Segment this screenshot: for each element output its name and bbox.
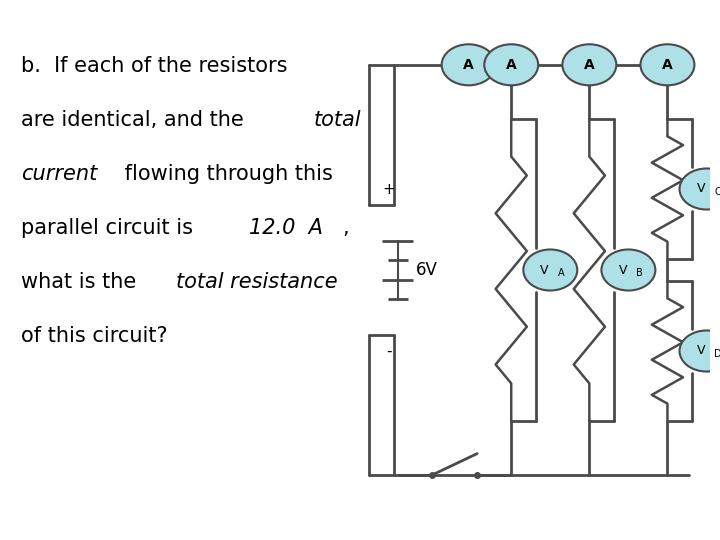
Text: total resistance: total resistance	[176, 272, 338, 292]
Circle shape	[485, 44, 539, 85]
Text: what is the: what is the	[22, 272, 143, 292]
Circle shape	[562, 44, 616, 85]
Text: parallel circuit is: parallel circuit is	[22, 218, 200, 238]
Text: total: total	[313, 110, 361, 130]
Text: A: A	[584, 58, 595, 72]
Text: of this circuit?: of this circuit?	[22, 326, 168, 346]
Text: D: D	[714, 349, 720, 359]
Text: A: A	[558, 268, 565, 278]
Text: V: V	[618, 264, 627, 276]
Text: B: B	[636, 268, 643, 278]
Text: b.  If each of the resistors: b. If each of the resistors	[22, 56, 288, 76]
Text: 6V: 6V	[415, 261, 437, 279]
Text: are identical, and the: are identical, and the	[22, 110, 251, 130]
Circle shape	[601, 249, 655, 291]
Circle shape	[641, 44, 694, 85]
Text: V: V	[696, 345, 705, 357]
Text: flowing through this: flowing through this	[118, 164, 333, 184]
Text: +: +	[383, 181, 395, 197]
Text: -: -	[387, 343, 392, 359]
Circle shape	[523, 249, 577, 291]
Text: A: A	[662, 58, 672, 72]
Text: ,: ,	[343, 218, 349, 238]
Text: V: V	[540, 264, 549, 276]
Text: A: A	[506, 58, 517, 72]
Text: current: current	[22, 164, 97, 184]
Text: V: V	[696, 183, 705, 195]
Text: A: A	[463, 58, 474, 72]
Circle shape	[441, 44, 495, 85]
Text: C: C	[714, 187, 720, 197]
Text: 12.0  A: 12.0 A	[248, 218, 323, 238]
Circle shape	[680, 330, 720, 372]
Circle shape	[680, 168, 720, 210]
